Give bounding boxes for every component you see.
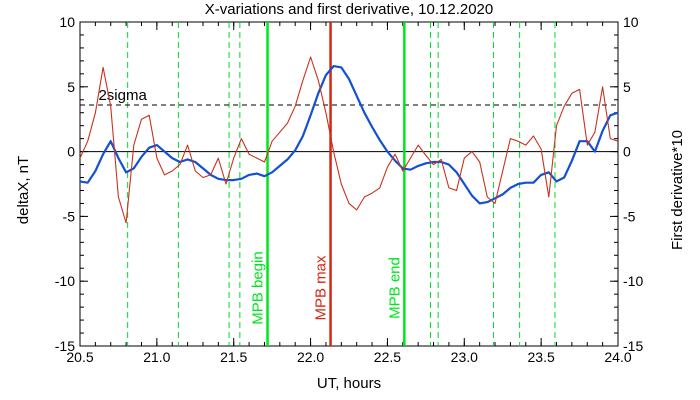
- x-tick-label: 20.5: [66, 349, 93, 365]
- series-derivative-line: [79, 56, 619, 224]
- series-deltax-line: [79, 64, 619, 205]
- y-tick-label-right: -5: [623, 208, 636, 224]
- x-tick-label: 23.5: [528, 349, 555, 365]
- x-tick-label: 23.0: [451, 349, 478, 365]
- y-axis-label-left: deltaX, nT: [15, 156, 32, 224]
- mpb-marker-label: MPB begin: [250, 251, 267, 324]
- y-tick-label-right: -15: [623, 338, 643, 354]
- y-tick-label-left: -15: [55, 338, 75, 354]
- mpb-marker-label: MPB max: [313, 255, 330, 321]
- x-axis-label: UT, hours: [317, 375, 381, 392]
- y-tick-label-right: 10: [623, 14, 639, 30]
- mpb-marker-label: MPB end: [386, 257, 403, 319]
- y-tick-label-left: 5: [67, 79, 75, 95]
- x-tick-label: 24.0: [604, 349, 631, 365]
- reference-lines: 2sigma: [80, 87, 618, 153]
- x-tick-label: 21.0: [143, 349, 170, 365]
- y-axis-label-right: First derivative*10: [669, 130, 686, 250]
- plot-frame: [79, 21, 619, 347]
- data-series: [79, 56, 619, 224]
- y-tick-label-left: -10: [55, 273, 75, 289]
- sigma-label: 2sigma: [98, 87, 147, 104]
- y-tick-label-right: -10: [623, 273, 643, 289]
- chart-title: X-variations and first derivative, 10.12…: [205, 1, 494, 18]
- mpb-markers: MPB begin MPB max MPB end: [250, 22, 406, 346]
- axis-ticks: 20.5 21.0 21.5 22.0 22.5 23.0 23.5 24.0 10 5 0 -5 -1…: [55, 14, 644, 365]
- x-tick-label: 22.5: [374, 349, 401, 365]
- y-tick-label-left: 10: [59, 14, 75, 30]
- y-tick-label-left: -5: [63, 208, 76, 224]
- y-tick-label-right: 5: [623, 79, 631, 95]
- y-tick-label-left: 0: [67, 144, 75, 160]
- y-tick-label-right: 0: [623, 144, 631, 160]
- x-tick-label: 22.0: [297, 349, 324, 365]
- x-tick-label: 21.5: [220, 349, 247, 365]
